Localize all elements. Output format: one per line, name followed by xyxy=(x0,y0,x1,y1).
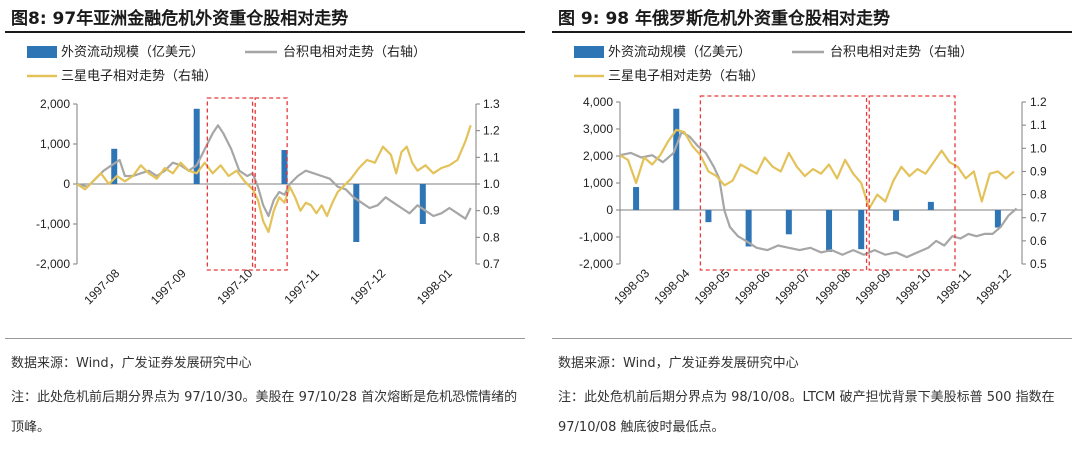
title-divider xyxy=(552,31,1072,33)
bar xyxy=(705,210,712,223)
legend-label-samsung: 三星电子相对走势（右轴） xyxy=(61,68,217,83)
bar xyxy=(994,210,1001,228)
panel-asian-crisis: 图8: 97年亚洲金融危机外资重仓股相对走势 外资流动规模（亿美元） 台积电相对走… xyxy=(5,0,535,467)
bar xyxy=(826,210,833,252)
x-tick-label: 1998-01 xyxy=(414,266,455,307)
y-left-tick-label: 1,000 xyxy=(40,137,70,151)
y-left-tick-label: 2,000 xyxy=(40,97,70,111)
x-tick-label: 1997-11 xyxy=(281,266,322,307)
x-tick-label: 1998-05 xyxy=(692,266,733,307)
y-right-tick-label: 0.6 xyxy=(1030,234,1047,248)
y-left-tick-label: 0 xyxy=(606,203,613,217)
y-right-tick-label: 0.7 xyxy=(1030,211,1047,225)
y-right-tick-label: 1.0 xyxy=(483,177,500,191)
line-samsung xyxy=(76,124,472,234)
x-tick-label: 1997-08 xyxy=(81,266,122,307)
bar xyxy=(745,210,752,247)
y-left-tick-label: 3,000 xyxy=(583,122,613,136)
chart-russia-crisis: 外资流动规模（亿美元） 台积电相对走势（右轴） 三星电子相对走势（右轴） -2,000… xyxy=(574,44,1047,307)
y-left-tick-label: -2,000 xyxy=(36,257,70,271)
y-left-tick-label: -1,000 xyxy=(36,217,70,231)
bar xyxy=(633,187,640,210)
y-right-tick-label: 1.3 xyxy=(483,97,500,111)
legend: 外资流动规模（亿美元） 台积电相对走势（右轴） 三星电子相对走势（右轴） xyxy=(27,44,426,83)
footer-divider xyxy=(5,338,525,339)
line-samsung xyxy=(619,128,1015,210)
y-left-tick-label: -1,000 xyxy=(579,230,613,244)
bar xyxy=(673,108,680,210)
bar xyxy=(927,201,934,210)
y-right-tick-label: 1.2 xyxy=(1030,95,1047,109)
bar xyxy=(281,150,288,184)
x-tick-label: 1998-06 xyxy=(732,266,773,307)
legend-label-bar: 外资流动规模（亿美元） xyxy=(608,44,751,59)
footer-divider xyxy=(552,338,1072,339)
data-source: 数据来源：Wind，广发证券发展研究中心 xyxy=(11,356,252,371)
x-tick-label: 1998-07 xyxy=(772,266,813,307)
x-tick-label: 1998-09 xyxy=(852,266,893,307)
y-left-tick-label: 0 xyxy=(63,177,70,191)
bar xyxy=(353,184,360,242)
legend: 外资流动规模（亿美元） 台积电相对走势（右轴） 三星电子相对走势（右轴） xyxy=(574,44,973,83)
bar xyxy=(858,210,865,250)
highlight-box xyxy=(868,95,956,271)
x-tick-label: 1997-12 xyxy=(347,266,388,307)
chart-asian-crisis: 外资流动规模（亿美元） 台积电相对走势（右轴） 三星电子相对走势（右轴） -2,000… xyxy=(27,44,500,307)
y-right-tick-label: 0.9 xyxy=(1030,164,1047,178)
legend-swatch-bar xyxy=(27,46,57,58)
x-tick-label: 1998-04 xyxy=(651,266,692,307)
bar xyxy=(893,210,900,221)
bar xyxy=(419,184,426,224)
y-right-tick-label: 0.8 xyxy=(483,230,500,244)
x-tick-label: 1998-12 xyxy=(973,266,1014,307)
bar xyxy=(785,210,792,235)
legend-label-tsmc: 台积电相对走势（右轴） xyxy=(283,44,426,59)
y-right-tick-label: 1.2 xyxy=(483,124,500,138)
y-right-tick-label: 0.8 xyxy=(1030,188,1047,202)
line-tsmc xyxy=(619,131,1018,259)
highlight-box xyxy=(699,95,868,271)
y-right-tick-label: 0.5 xyxy=(1030,257,1047,271)
y-right-tick-label: 1.0 xyxy=(1030,141,1047,155)
footnote: 注：此处危机前后期分界点为 98/10/08。LTCM 破产担忧背景下美股标普 … xyxy=(558,390,1055,435)
y-right-tick-label: 1.1 xyxy=(1030,118,1047,132)
bar xyxy=(193,108,200,184)
y-left-tick-label: 2,000 xyxy=(583,149,613,163)
y-left-tick-label: 4,000 xyxy=(583,95,613,109)
legend-label-tsmc: 台积电相对走势（右轴） xyxy=(830,44,973,59)
y-left-tick-label: 1,000 xyxy=(583,176,613,190)
data-source: 数据来源：Wind，广发证券发展研究中心 xyxy=(558,356,799,371)
y-right-tick-label: 0.9 xyxy=(483,204,500,218)
x-tick-label: 1997-10 xyxy=(214,266,255,307)
x-tick-label: 1998-03 xyxy=(611,266,652,307)
y-left-tick-label: -2,000 xyxy=(579,257,613,271)
highlight-box xyxy=(206,97,254,271)
legend-swatch-bar xyxy=(574,46,604,58)
x-tick-label: 1998-10 xyxy=(893,266,934,307)
legend-label-samsung: 三星电子相对走势（右轴） xyxy=(608,68,764,83)
y-right-tick-label: 0.7 xyxy=(483,257,500,271)
highlight-box xyxy=(254,97,288,271)
x-tick-label: 1998-08 xyxy=(812,266,853,307)
legend-label-bar: 外资流动规模（亿美元） xyxy=(61,44,204,59)
footnote: 注：此处危机前后期分界点为 97/10/30。美股在 97/10/28 首次熔断… xyxy=(11,390,518,435)
x-tick-label: 1998-11 xyxy=(933,266,974,307)
title-divider xyxy=(5,31,525,33)
x-tick-label: 1997-09 xyxy=(148,266,189,307)
y-right-tick-label: 1.1 xyxy=(483,150,500,164)
figure-title: 图 9: 98 年俄罗斯危机外资重仓股相对走势 xyxy=(558,9,891,29)
panel-russia-crisis: 图 9: 98 年俄罗斯危机外资重仓股相对走势 外资流动规模（亿美元） 台积电相对… xyxy=(552,0,1080,467)
bar xyxy=(111,148,118,184)
figure-title: 图8: 97年亚洲金融危机外资重仓股相对走势 xyxy=(11,9,349,29)
